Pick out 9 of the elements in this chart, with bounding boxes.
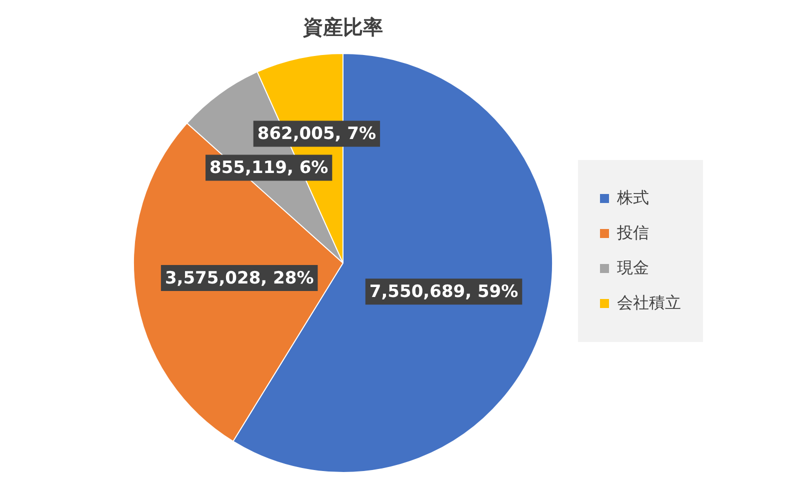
legend-label: 株式 bbox=[617, 188, 649, 209]
data-label: 862,005, 7% bbox=[257, 124, 376, 144]
data-label: 3,575,028, 28% bbox=[164, 268, 314, 288]
legend-label: 投信 bbox=[617, 223, 649, 244]
legend-label: 会社積立 bbox=[617, 293, 681, 314]
chart-title: 資産比率 bbox=[302, 14, 384, 41]
data-label: 855,119, 6% bbox=[210, 158, 328, 178]
data-label: 7,550,689, 59% bbox=[369, 282, 518, 302]
legend-label: 現金 bbox=[617, 258, 649, 279]
